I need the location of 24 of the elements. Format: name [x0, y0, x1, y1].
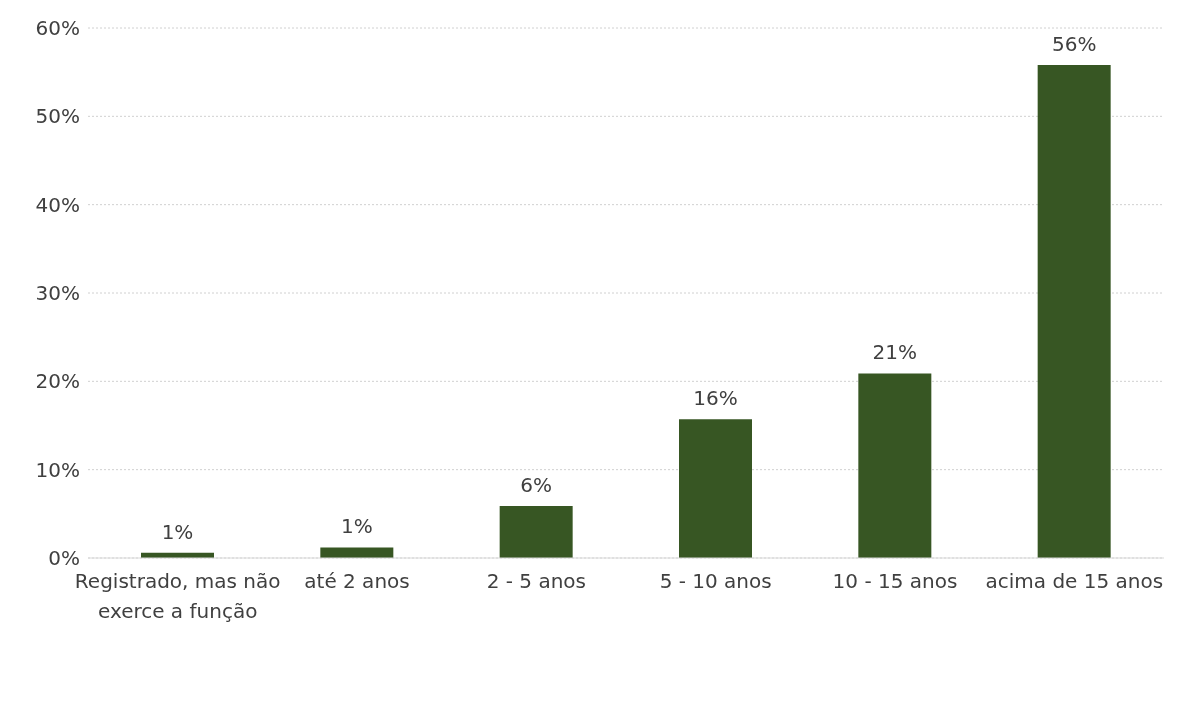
y-tick-label: 0% — [48, 546, 80, 571]
data-label: 21% — [872, 340, 918, 365]
y-tick-label: 20% — [35, 369, 80, 394]
x-tick-label: 5 - 10 anos — [659, 569, 772, 594]
y-tick-label: 50% — [35, 104, 80, 129]
y-tick-label: 10% — [35, 457, 80, 482]
bar — [320, 547, 394, 558]
y-tick-label: 60% — [35, 16, 80, 41]
x-tick-label: 10 - 15 anos — [832, 569, 958, 594]
y-tick-label: 30% — [35, 281, 80, 306]
x-tick-label: Registrado, mas não exerce a função — [74, 569, 281, 624]
data-label: 6% — [520, 472, 553, 497]
bar — [858, 373, 932, 558]
data-label: 56% — [1051, 32, 1097, 57]
bar — [1037, 65, 1111, 558]
data-label: 1% — [161, 519, 194, 544]
x-tick-label: acima de 15 anos — [985, 569, 1164, 594]
data-label: 16% — [693, 386, 738, 411]
bar — [679, 419, 752, 558]
bar — [499, 505, 573, 558]
data-label: 1% — [340, 514, 373, 539]
y-tick-label: 40% — [35, 192, 80, 217]
x-tick-label: até 2 anos — [304, 569, 410, 594]
x-tick-label: 2 - 5 anos — [486, 569, 586, 594]
